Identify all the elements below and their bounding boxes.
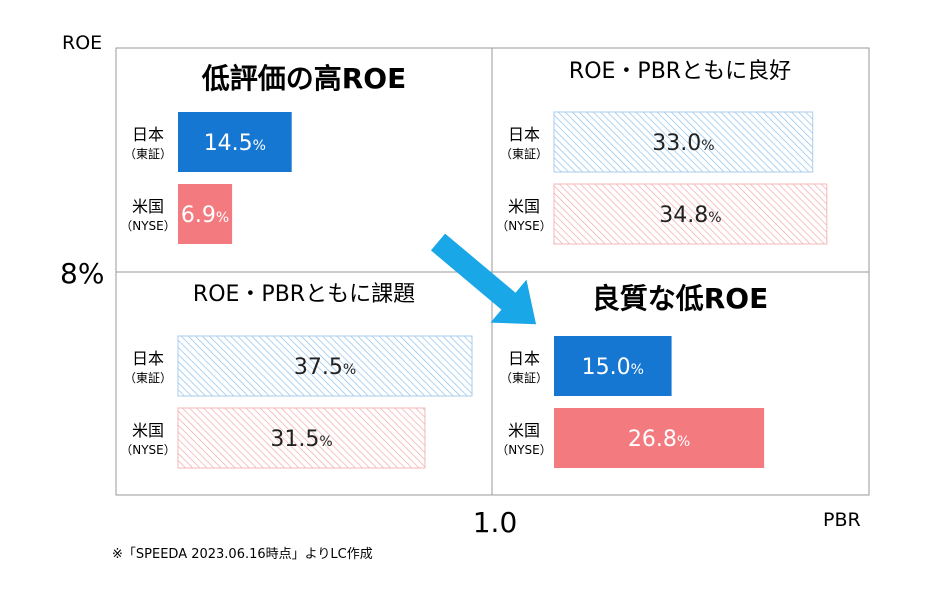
bar-value-label: 6.9% (181, 203, 229, 228)
y-axis-label: ROE (62, 32, 102, 54)
category-label: 米国 (132, 197, 164, 216)
category-sublabel: （NYSE） (496, 443, 552, 457)
quadrant-4: 良質な低ROE 日本 （東証） 15.0% 米国 （NYSE） 26.8% (496, 282, 768, 468)
category-sublabel: （東証） (124, 147, 172, 161)
bar-value-label: 26.8% (628, 427, 690, 452)
bar-japan (178, 112, 292, 172)
quadrant-title: 良質な低ROE (592, 282, 769, 315)
bar-value-label: 15.0% (582, 355, 644, 380)
quadrant-1: 低評価の高ROE 日本 （東証） 14.5% 米国 （NYSE） 6.9% (120, 62, 406, 244)
category-sublabel: （NYSE） (496, 219, 552, 233)
x-axis-label: PBR (823, 509, 861, 531)
direction-arrow-icon (430, 233, 537, 325)
category-label: 日本 (132, 125, 164, 144)
category-label: 日本 (132, 349, 164, 368)
bar-japan (177, 335, 473, 397)
category-label: 米国 (132, 421, 164, 440)
bar-us (177, 407, 426, 469)
y-threshold-label: 8% (60, 257, 104, 290)
bar-value-label: 33.0% (652, 131, 714, 156)
bar-value-label: 14.5% (204, 131, 266, 156)
quadrant-title: 低評価の高ROE (201, 62, 407, 95)
footnote: ※「SPEEDA 2023.06.16時点」よりLC作成 (112, 547, 373, 562)
bar-us (553, 183, 828, 245)
bar-us (178, 184, 233, 244)
category-label: 日本 (508, 125, 540, 144)
category-sublabel: （東証） (124, 371, 172, 385)
bar-japan (554, 336, 672, 396)
category-label: 米国 (508, 421, 540, 440)
bar-us (554, 408, 765, 468)
category-sublabel: （NYSE） (120, 219, 176, 233)
quadrant-title: ROE・PBRともに良好 (569, 59, 791, 84)
category-label: 日本 (508, 349, 540, 368)
category-sublabel: （東証） (500, 371, 548, 385)
quadrants-layer: 低評価の高ROE 日本 （東証） 14.5% 米国 （NYSE） 6.9% ROE・PBRとも… (120, 59, 828, 469)
bar-value-label: 37.5% (294, 355, 356, 380)
bar-value-label: 34.8% (659, 203, 721, 228)
bar-japan (553, 111, 814, 173)
bar-value-label: 31.5% (270, 427, 332, 452)
category-sublabel: （NYSE） (120, 443, 176, 457)
category-sublabel: （東証） (500, 147, 548, 161)
quadrant-title: ROE・PBRともに課題 (193, 282, 415, 307)
x-threshold-label: 1.0 (473, 506, 518, 539)
category-label: 米国 (508, 197, 540, 216)
